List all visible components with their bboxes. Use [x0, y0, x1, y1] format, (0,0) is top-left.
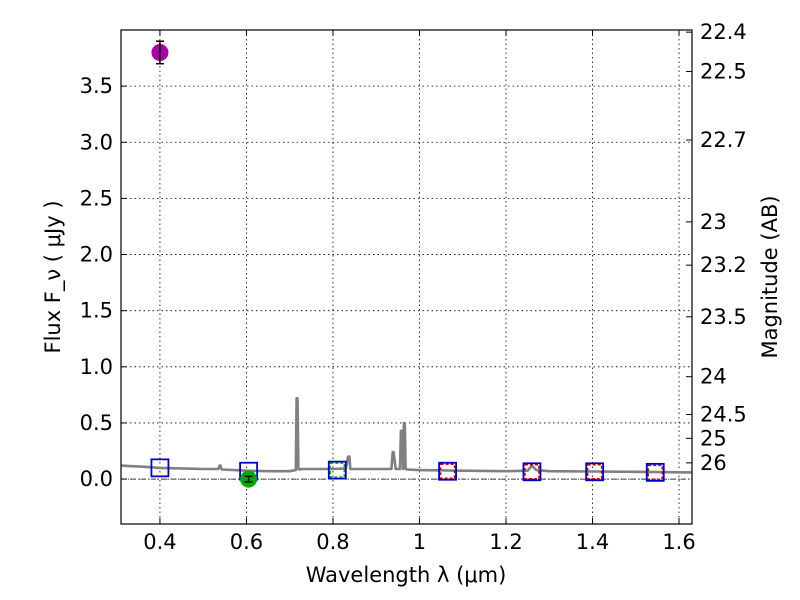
y2-tick-label: 24 — [700, 365, 727, 389]
model-photometry-marker — [522, 462, 542, 482]
upper-limit-marker — [647, 464, 663, 481]
y-tick-label: 2.5 — [80, 186, 113, 210]
x-tick-label: 1.2 — [489, 530, 522, 554]
data-layer — [120, 40, 693, 488]
y-axis-label: Flux F_ν ( μJy ) — [41, 200, 66, 353]
y-tick-label: 3.0 — [80, 130, 113, 154]
y2-tick-label: 22.7 — [700, 128, 747, 152]
y-tick-label: 2.0 — [80, 243, 113, 267]
y2-tick-label: 24.5 — [700, 402, 747, 426]
upper-limit-marker — [439, 463, 456, 479]
x-tick-label: 0.6 — [230, 530, 263, 554]
model-photometry-marker — [438, 461, 457, 481]
y2-tick-label: 25 — [700, 426, 727, 450]
upper-limit-marker — [586, 464, 603, 480]
y-tick-label: 0.0 — [80, 467, 113, 491]
model-photometry-marker — [645, 462, 665, 482]
grid — [121, 30, 692, 524]
model-photometry-marker — [585, 462, 605, 482]
y-tick-label: 0.5 — [80, 411, 113, 435]
x-tick-label: 0.4 — [143, 530, 176, 554]
y2-tick-label: 23.2 — [700, 253, 747, 277]
x-tick-label: 1.4 — [576, 530, 609, 554]
model-photometry-marker — [150, 458, 170, 478]
y2-tick-label: 22.5 — [700, 59, 747, 83]
axis-ticks: 0.4 0.6 0.8 1 1.2 1.4 1.6 0.0 0.5 1.0 1.5 2.0 2.5 3.0… — [80, 20, 747, 554]
y2-axis-label: Magnitude (AB) — [758, 195, 782, 358]
y2-tick-label: 23.5 — [700, 305, 747, 329]
y-tick-label: 1.5 — [80, 299, 113, 323]
x-tick-label: 1.6 — [662, 530, 695, 554]
plot-frame — [120, 29, 693, 525]
x-axis-label: Wavelength λ (μm) — [306, 563, 507, 587]
y-tick-label: 3.5 — [80, 74, 113, 98]
model-photometry-marker — [327, 460, 347, 480]
y2-tick-label: 26 — [700, 451, 727, 475]
x-tick-label: 0.8 — [316, 530, 349, 554]
upper-limit-marker — [329, 462, 346, 478]
y-tick-label: 1.0 — [80, 355, 113, 379]
x-tick-label: 1 — [413, 530, 426, 554]
upper-limit-marker — [524, 464, 540, 480]
y2-tick-label: 22.4 — [700, 20, 747, 44]
y2-tick-label: 23 — [700, 210, 727, 234]
